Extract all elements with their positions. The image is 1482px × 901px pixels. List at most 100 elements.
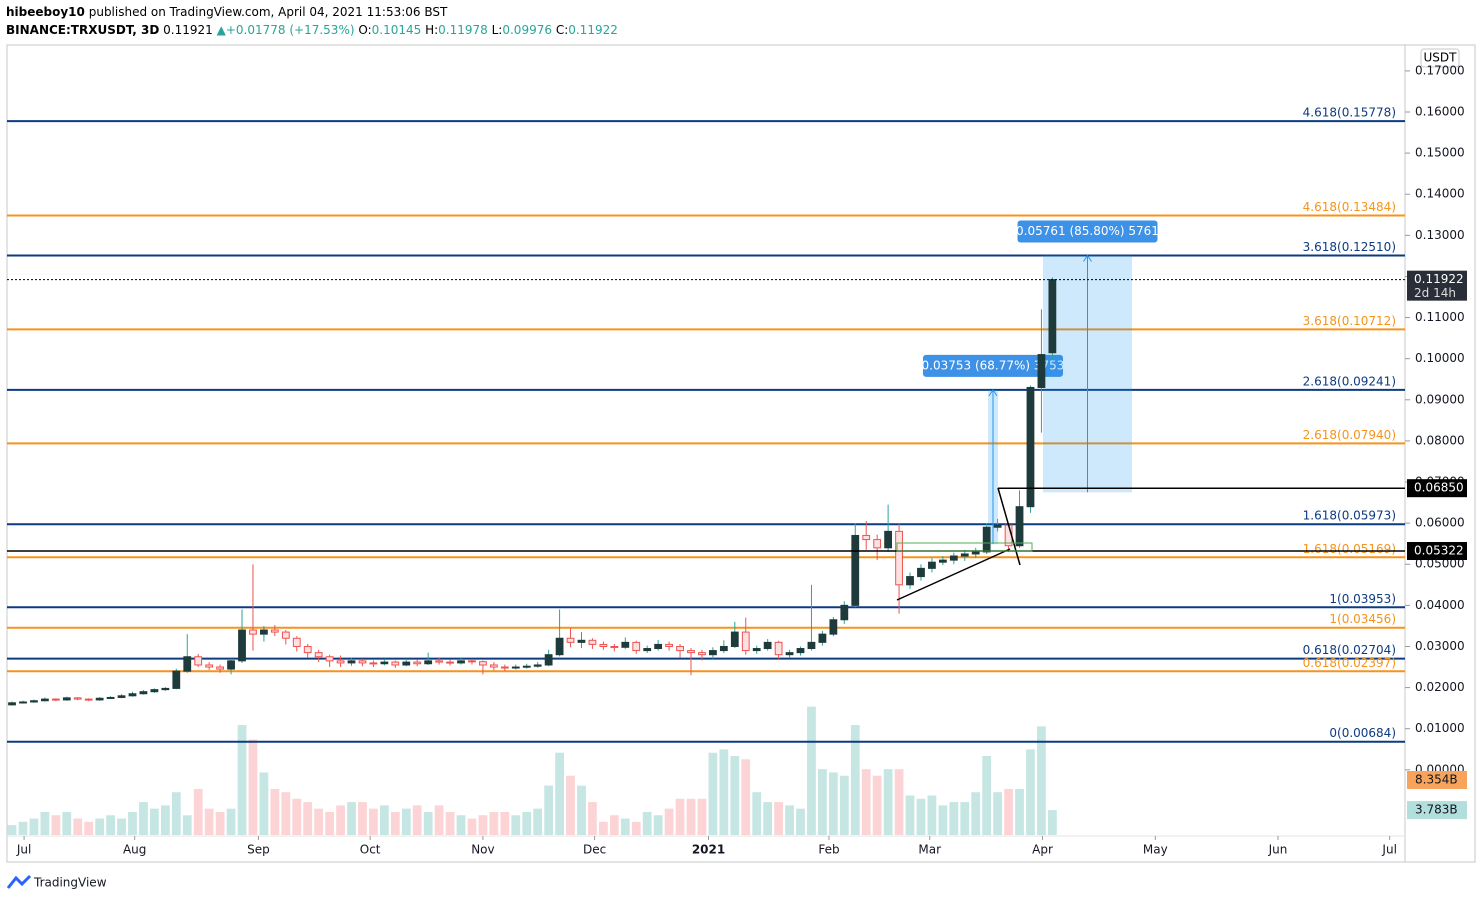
volume-bar (828, 772, 838, 835)
candle-body (30, 700, 38, 703)
header-line-2: BINANCE:TRXUSDT, 3D 0.11921 ▲+0.01778 (+… (6, 23, 618, 37)
volume-bar (894, 769, 904, 835)
volume-bar (1004, 788, 1013, 835)
candle-body (435, 660, 444, 663)
volume-bar (182, 815, 192, 835)
candle-body (391, 661, 400, 666)
candle-body (676, 645, 684, 652)
x-tick-label: May (1143, 843, 1168, 857)
candle-body (8, 702, 16, 706)
x-tick-label: Nov (471, 843, 494, 857)
symbol: BINANCE:TRXUSDT, 3D (6, 23, 159, 37)
y-tick-label: 0.03000 (1415, 639, 1465, 653)
volume-bar (204, 808, 214, 835)
volume-bar (40, 811, 50, 835)
candle-body (402, 661, 411, 666)
candle-body (369, 662, 378, 665)
candle-body (544, 654, 553, 666)
candle-body (446, 661, 454, 664)
logo: TradingView (6, 874, 107, 890)
candle-body (511, 666, 520, 669)
candle-body (106, 696, 115, 699)
volume-bar (226, 808, 236, 835)
measure-label: 0.05761 (85.80%) 5761 (1016, 224, 1159, 238)
candle-body (785, 652, 794, 656)
fib-level-label: 0(0.00684) (1329, 726, 1396, 740)
candle-body (270, 629, 279, 633)
measure-label: 0.03753 (68.77%) 3753 (922, 358, 1065, 372)
y-tick-label: 0.04000 (1415, 598, 1465, 612)
fib-level-label: 1(0.03953) (1329, 592, 1396, 606)
candle-body (303, 645, 312, 654)
candle-body (500, 666, 509, 669)
volume-bar (522, 811, 532, 835)
candle-body (741, 631, 750, 652)
candle-body (84, 698, 93, 701)
logo-icon (6, 874, 32, 889)
volume-bar (708, 752, 718, 835)
candle-body (840, 604, 849, 621)
volume-bar (1047, 810, 1057, 835)
volume-bar (555, 752, 564, 835)
volume-bar (369, 808, 378, 835)
fib-level-label: 0.618(0.02397) (1303, 656, 1396, 670)
volume-bar (434, 805, 444, 835)
volume-bar (861, 769, 871, 835)
volume-bar (29, 818, 39, 835)
candle-body (172, 670, 181, 689)
y-tick-label: 0.11000 (1415, 310, 1465, 324)
candle-body (249, 629, 257, 635)
candle-body (281, 631, 290, 639)
volume-bar (171, 792, 181, 835)
y-tick-label: 0.02000 (1415, 680, 1465, 694)
trendline (896, 548, 1011, 601)
ohlc-value: 0.09976 (502, 23, 552, 37)
volume-bar (150, 808, 159, 835)
candle-body (128, 693, 137, 697)
x-tick-label: Feb (818, 843, 839, 857)
price-tag (1407, 479, 1467, 498)
candle-body (555, 637, 564, 656)
volume-bar (423, 811, 433, 835)
y-tick-label: 0.15000 (1415, 146, 1465, 160)
volume-bar (303, 802, 313, 835)
volume-bar (982, 756, 992, 835)
volume-bar (215, 811, 225, 835)
ohlc-label: H: (425, 23, 438, 37)
plot: 0.000000.010000.020000.030000.040000.050… (7, 63, 1467, 857)
change: +0.01778 (+17.53%) (226, 23, 355, 37)
ohlc-label: L: (492, 23, 503, 37)
candle-body (709, 650, 717, 656)
x-tick-label: 2021 (692, 843, 725, 857)
candle-body (51, 698, 60, 701)
fib-level-label: 3.618(0.12510) (1303, 240, 1396, 254)
candle-body (227, 660, 235, 670)
volume-bar (336, 805, 345, 835)
measure-arrowhead (1083, 254, 1092, 262)
candle-body (654, 643, 663, 650)
measure-arrowhead (988, 388, 998, 397)
volume-bar (314, 808, 324, 835)
ohlc-value: 0.10145 (372, 23, 422, 37)
volume-bar (642, 811, 652, 835)
volume-bar (117, 818, 126, 835)
candle-body (698, 652, 706, 656)
volume-bar (478, 815, 488, 835)
volume-tag-label: 3.783B (1415, 803, 1458, 817)
volume-bar (916, 798, 926, 835)
candle-body (687, 650, 695, 654)
volume-bar (95, 818, 105, 835)
candle-body (906, 576, 914, 586)
candle-body (873, 539, 882, 549)
volume-bar (796, 808, 805, 835)
candle-body (895, 530, 903, 586)
x-tick-label: Mar (918, 843, 941, 857)
candle-body (95, 697, 104, 701)
volume-bar (577, 785, 586, 835)
y-tick-label: 0.16000 (1415, 105, 1465, 119)
volume-bar (390, 811, 400, 835)
candle-body (314, 652, 323, 658)
volume-bar (193, 788, 203, 835)
volume-bar (872, 775, 882, 835)
x-tick-label: Jul (16, 843, 31, 857)
